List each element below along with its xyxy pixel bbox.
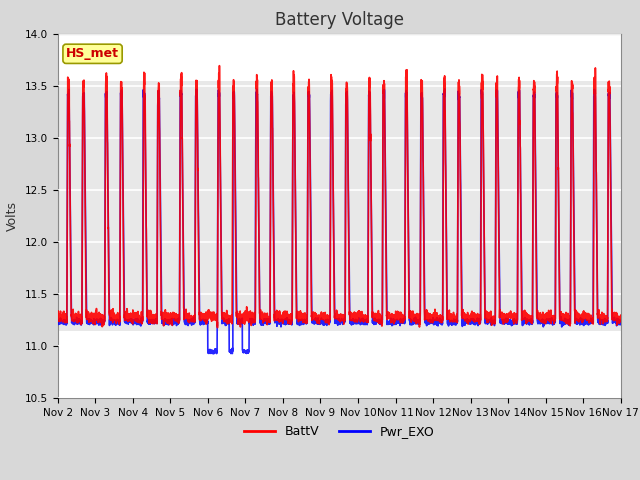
- Y-axis label: Volts: Volts: [6, 201, 19, 231]
- Bar: [58, 81, 621, 331]
- Legend: BattV, Pwr_EXO: BattV, Pwr_EXO: [239, 420, 440, 443]
- Title: Battery Voltage: Battery Voltage: [275, 11, 404, 29]
- Text: HS_met: HS_met: [66, 48, 119, 60]
